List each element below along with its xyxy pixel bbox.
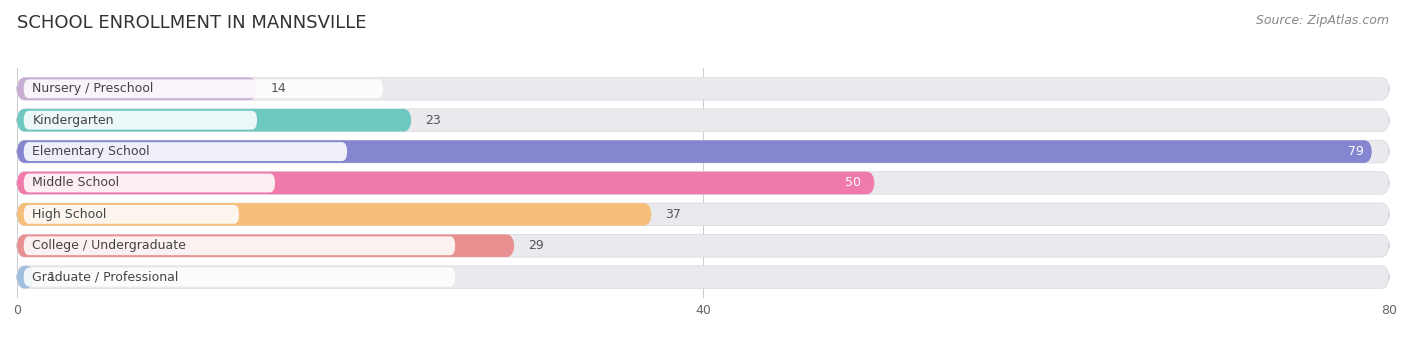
FancyBboxPatch shape	[17, 140, 1389, 163]
FancyBboxPatch shape	[17, 266, 34, 288]
Text: SCHOOL ENROLLMENT IN MANNSVILLE: SCHOOL ENROLLMENT IN MANNSVILLE	[17, 14, 367, 32]
Text: College / Undergraduate: College / Undergraduate	[32, 239, 186, 252]
FancyBboxPatch shape	[17, 266, 1389, 288]
Text: 79: 79	[1347, 145, 1364, 158]
FancyBboxPatch shape	[17, 203, 651, 226]
Text: High School: High School	[32, 208, 107, 221]
Text: 37: 37	[665, 208, 681, 221]
Text: 14: 14	[271, 82, 287, 95]
FancyBboxPatch shape	[17, 172, 1389, 194]
FancyBboxPatch shape	[17, 78, 257, 100]
FancyBboxPatch shape	[24, 268, 456, 287]
FancyBboxPatch shape	[17, 203, 1389, 226]
FancyBboxPatch shape	[17, 172, 875, 194]
Text: Elementary School: Elementary School	[32, 145, 150, 158]
FancyBboxPatch shape	[17, 109, 1389, 131]
FancyBboxPatch shape	[24, 205, 239, 224]
Text: Graduate / Professional: Graduate / Professional	[32, 271, 179, 284]
FancyBboxPatch shape	[24, 173, 276, 193]
FancyBboxPatch shape	[17, 109, 412, 131]
Text: 29: 29	[529, 239, 544, 252]
FancyBboxPatch shape	[24, 79, 382, 98]
FancyBboxPatch shape	[24, 142, 347, 161]
FancyBboxPatch shape	[17, 235, 1389, 257]
Text: Kindergarten: Kindergarten	[32, 114, 114, 127]
Text: Middle School: Middle School	[32, 176, 120, 189]
Text: Source: ZipAtlas.com: Source: ZipAtlas.com	[1256, 14, 1389, 27]
Text: 23: 23	[425, 114, 441, 127]
FancyBboxPatch shape	[17, 140, 1372, 163]
Text: Nursery / Preschool: Nursery / Preschool	[32, 82, 153, 95]
FancyBboxPatch shape	[24, 111, 257, 130]
Text: 50: 50	[845, 176, 860, 189]
FancyBboxPatch shape	[17, 235, 515, 257]
FancyBboxPatch shape	[17, 78, 1389, 100]
FancyBboxPatch shape	[24, 236, 456, 255]
Text: 1: 1	[48, 271, 56, 284]
